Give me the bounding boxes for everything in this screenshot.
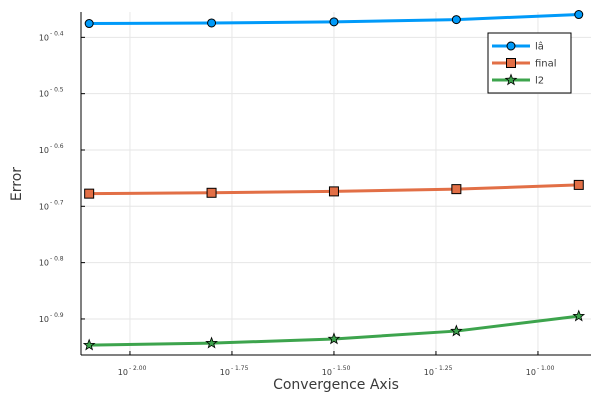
legend-marker <box>506 58 516 68</box>
x-axis-label: Convergence Axis <box>273 377 399 393</box>
data-point-marker <box>84 188 95 199</box>
data-point-marker <box>84 19 94 29</box>
y-tick-exponent: - 0.9 <box>50 312 64 319</box>
axes <box>80 12 591 356</box>
data-point-marker <box>329 17 339 27</box>
data-point-marker <box>207 18 217 28</box>
data-point-marker <box>573 179 584 190</box>
x-tick-label: 10 <box>118 368 128 377</box>
data-point-marker <box>572 309 586 322</box>
x-tick-label: 10 <box>220 368 230 377</box>
x-tick-label: 10 <box>424 368 434 377</box>
y-axis-label: Error <box>9 167 25 201</box>
y-tick-label: 10 <box>39 33 49 42</box>
x-tick-exponent: - 1.75 <box>231 365 249 372</box>
y-tick-label: 10 <box>39 146 49 155</box>
legend-label: l2 <box>535 76 544 87</box>
data-point-marker <box>82 338 96 351</box>
x-tick-exponent: - 2.00 <box>129 365 147 372</box>
y-tick-exponent: - 0.7 <box>50 199 64 206</box>
x-tick-label: 10 <box>526 368 536 377</box>
legend-label: lâ <box>535 41 544 53</box>
y-tick-label: 10 <box>39 315 49 324</box>
data-point-marker <box>206 187 217 198</box>
y-tick-exponent: - 0.5 <box>50 87 64 94</box>
y-tick-label: 10 <box>39 259 49 268</box>
x-tick-exponent: - 1.00 <box>537 365 555 372</box>
x-tick-label: 10 <box>322 368 332 377</box>
y-tick-exponent: - 0.6 <box>50 143 64 150</box>
x-tick-exponent: - 1.50 <box>333 365 351 372</box>
tick-labels: 10- 2.00 10- 1.75 10- 1.50 10- 1.25 10- 1.00… <box>39 30 555 377</box>
data-point-marker <box>205 336 218 349</box>
series-markers <box>82 10 586 351</box>
data-point-marker <box>574 10 584 20</box>
legend: lâ final l2 <box>487 32 572 94</box>
y-tick-label: 10 <box>39 202 49 211</box>
y-tick-exponent: - 0.4 <box>50 30 64 37</box>
data-point-marker <box>328 186 339 197</box>
y-tick-exponent: - 0.8 <box>50 256 64 263</box>
data-point-marker <box>450 324 463 337</box>
legend-marker <box>504 73 518 86</box>
x-tick-exponent: - 1.25 <box>435 365 453 372</box>
data-point-marker <box>451 15 461 25</box>
legend-label: final <box>535 59 557 70</box>
data-point-marker <box>327 332 341 345</box>
y-tick-label: 10 <box>39 90 49 99</box>
legend-marker <box>506 41 516 51</box>
data-point-marker <box>451 184 462 195</box>
